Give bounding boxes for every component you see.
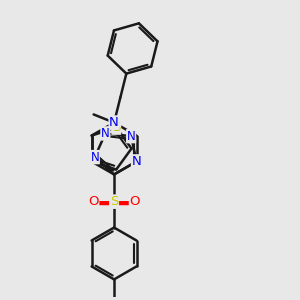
Text: N: N — [132, 155, 141, 168]
Text: O: O — [88, 195, 99, 208]
Text: S: S — [110, 195, 118, 208]
Text: O: O — [130, 195, 140, 208]
Text: N: N — [101, 127, 110, 140]
Text: S: S — [112, 121, 121, 134]
Text: N: N — [127, 130, 136, 142]
Text: N: N — [90, 151, 99, 164]
Text: N: N — [109, 116, 119, 129]
